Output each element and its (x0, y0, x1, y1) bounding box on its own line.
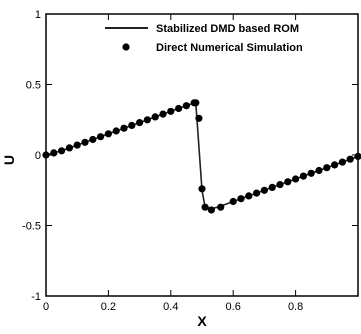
dns-data-point (229, 197, 237, 206)
dns-data-point (299, 172, 307, 180)
dns-data-point (217, 203, 225, 211)
dns-data-point (192, 99, 200, 107)
legend-marker-swatch (122, 43, 130, 51)
legend-label-rom: Stabilized DMD based ROM (156, 23, 299, 35)
dns-data-point (276, 181, 284, 189)
dns-data-point (73, 141, 81, 149)
dns-data-point (65, 144, 73, 152)
dns-data-point (260, 186, 268, 194)
dns-data-point (237, 195, 245, 203)
dns-data-point (323, 164, 331, 172)
y-tick-label: 0.5 (26, 80, 41, 92)
dns-data-point (253, 189, 261, 197)
dns-data-point (159, 110, 167, 118)
dns-data-point (81, 138, 89, 146)
dns-data-point (346, 155, 354, 163)
y-tick-label: -1 (31, 291, 41, 303)
dns-data-point (89, 135, 97, 144)
x-axis-title: X (197, 313, 207, 329)
dns-data-point (284, 178, 292, 186)
dns-data-point (120, 124, 128, 132)
dns-data-point (112, 127, 120, 135)
dns-data-point (42, 151, 50, 159)
y-tick-label: -0.5 (22, 221, 41, 233)
dns-data-point (338, 158, 346, 166)
y-tick-label: 0 (35, 150, 41, 162)
dns-data-point (307, 169, 315, 177)
dns-data-point (97, 133, 105, 141)
dns-data-point (128, 121, 136, 129)
dns-data-point (151, 113, 159, 121)
x-tick-label: 0 (43, 301, 49, 313)
dns-data-point (58, 147, 66, 155)
dns-data-point (182, 102, 190, 110)
dns-data-point (207, 206, 215, 214)
legend: Stabilized DMD based ROM Direct Numerica… (105, 23, 303, 54)
dns-data-point (143, 116, 151, 124)
x-tick-label: 0.4 (163, 301, 178, 313)
legend-label-dns: Direct Numerical Simulation (156, 42, 303, 54)
dns-data-point (292, 175, 300, 183)
plot-frame (45, 13, 359, 297)
y-tick-label: 1 (35, 9, 41, 21)
dns-data-point (245, 192, 253, 200)
dns-data-point (331, 161, 339, 169)
dns-data-point (167, 107, 175, 115)
dns-data-point (175, 104, 183, 113)
dns-data-point (198, 185, 206, 193)
x-tick-label: 0.8 (288, 301, 303, 313)
dns-data-point (268, 183, 276, 191)
x-tick-label: 0.2 (101, 301, 116, 313)
dns-data-point (315, 166, 323, 175)
y-axis-title: U (1, 155, 17, 165)
axis-ticks: 0 0.2 0.4 0.6 0.8 -1 -0.5 0 0.5 1 (22, 9, 358, 313)
dns-data-point (136, 119, 144, 127)
dns-data-point (50, 149, 58, 157)
dns-data-point (201, 203, 209, 211)
series-dns-markers (42, 99, 361, 214)
dns-data-point (354, 152, 361, 160)
dns-data-point (195, 114, 203, 122)
x-tick-label: 0.6 (226, 301, 241, 313)
dns-data-point (104, 130, 112, 138)
